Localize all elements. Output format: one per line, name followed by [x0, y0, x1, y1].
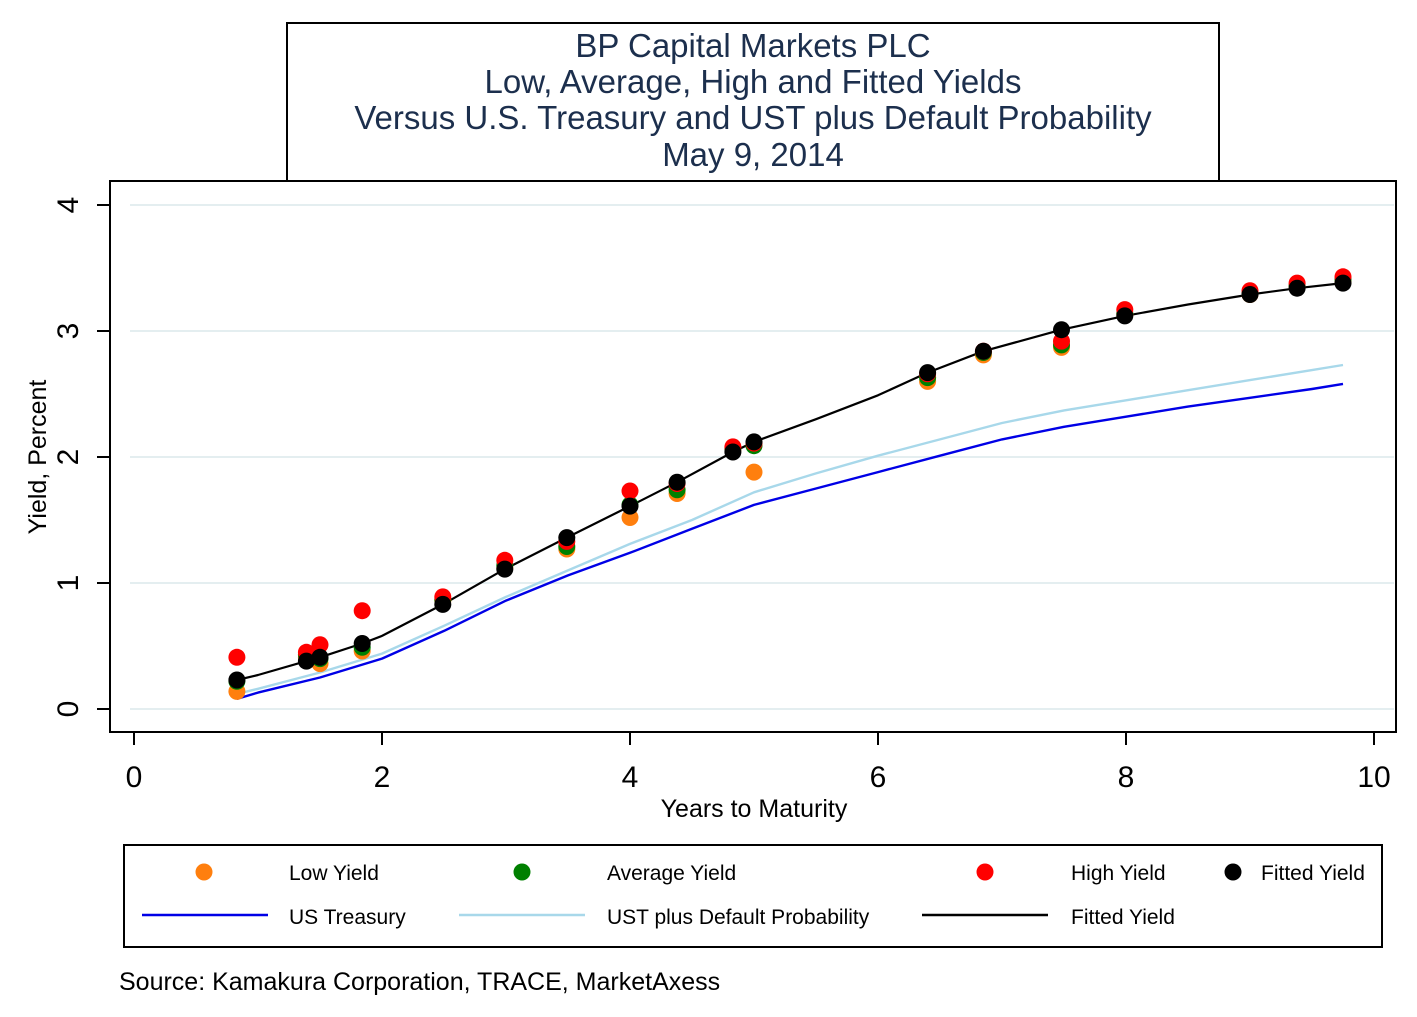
point-fitted-yield: [974, 342, 992, 360]
y-tick-label: 2: [52, 449, 85, 466]
series-points: [228, 268, 1352, 700]
legend-marker-fitted-yield: [1224, 863, 1242, 881]
point-fitted-yield: [228, 671, 246, 689]
point-fitted-yield: [434, 595, 452, 613]
point-fitted-yield: [1334, 274, 1352, 292]
series-line-us-treasury: [236, 382, 1344, 701]
legend: Low Yield Average Yield High Yield Fitted Y…: [142, 862, 1365, 929]
point-fitted-yield: [668, 473, 686, 491]
title-box: [286, 22, 1220, 182]
legend-label-high-yield: High Yield: [1071, 862, 1166, 885]
point-fitted-yield: [621, 497, 639, 515]
point-fitted-yield: [1053, 321, 1070, 339]
point-fitted-yield: [353, 635, 371, 652]
point-fitted-yield: [1288, 279, 1306, 297]
point-fitted-yield: [1116, 307, 1134, 325]
chart-title: BP Capital Markets PLC Low, Average, Hig…: [286, 22, 1220, 182]
x-tick-label: 0: [126, 761, 143, 794]
point-fitted-yield: [297, 652, 315, 670]
point-fitted-yield: [919, 364, 937, 382]
legend-marker-high-yield: [976, 863, 994, 881]
point-fitted-yield: [311, 648, 329, 666]
point-high-yield: [621, 482, 639, 500]
x-tick-label: 4: [622, 761, 639, 794]
point-fitted-yield: [724, 443, 742, 461]
legend-label-low-yield: Low Yield: [289, 862, 379, 885]
point-high-yield: [311, 636, 329, 654]
y-tick-label: 3: [52, 323, 85, 340]
axes: 0 1 2 3 4 0 2 4 6 8 10: [52, 197, 1391, 794]
x-tick-label: 10: [1357, 761, 1390, 794]
point-fitted-yield: [496, 560, 514, 578]
y-axis-title: Yield, Percent: [24, 380, 52, 535]
legend-marker-average-yield: [513, 863, 531, 881]
title-line-1: BP Capital Markets PLC: [575, 27, 930, 64]
legend-label-average-yield: Average Yield: [607, 862, 736, 885]
point-high-yield: [353, 602, 371, 620]
x-tick-label: 2: [374, 761, 391, 794]
legend-box: [123, 844, 1383, 948]
y-tick-label: 0: [52, 701, 85, 718]
point-fitted-yield: [558, 529, 576, 547]
legend-label-us-treasury: US Treasury: [289, 906, 406, 929]
x-tick-label: 8: [1118, 761, 1135, 794]
title-line-3: Versus U.S. Treasury and UST plus Defaul…: [354, 99, 1152, 136]
legend-label-fitted-yield: Fitted Yield: [1261, 862, 1365, 885]
source-note: Source: Kamakura Corporation, TRACE, Mar…: [119, 968, 720, 996]
y-tick-label: 1: [52, 575, 85, 592]
title-line-2: Low, Average, High and Fitted Yields: [485, 63, 1022, 100]
series-line-ust-plus-default-probability: [236, 363, 1344, 696]
point-low-yield: [745, 463, 763, 481]
y-tick-label: 4: [52, 197, 85, 214]
legend-label-fitted-yield: Fitted Yield: [1071, 906, 1175, 929]
legend-marker-low-yield: [195, 863, 213, 881]
point-fitted-yield: [745, 433, 763, 451]
x-tick-label: 6: [870, 761, 887, 794]
point-high-yield: [228, 648, 246, 666]
x-axis-title: Years to Maturity: [661, 795, 848, 823]
grid: [130, 204, 1394, 710]
title-line-4: May 9, 2014: [662, 136, 844, 173]
legend-label-ust-plus-default-probability: UST plus Default Probability: [607, 906, 870, 929]
point-fitted-yield: [1241, 286, 1259, 303]
